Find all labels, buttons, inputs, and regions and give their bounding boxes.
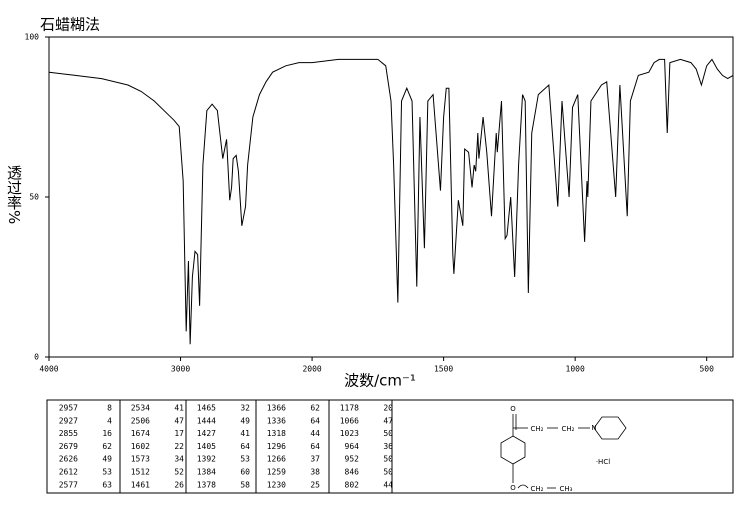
peak-wavenumber: 802 (345, 480, 360, 489)
peak-wavenumber: 1512 (131, 468, 150, 477)
peak-wavenumber: 2506 (131, 416, 150, 425)
peak-wavenumber: 1066 (340, 416, 359, 425)
peak-transmittance: 50 (383, 468, 393, 477)
peak-wavenumber: 952 (345, 455, 360, 464)
peak-transmittance: 53 (240, 455, 250, 464)
peak-transmittance: 20 (383, 404, 393, 413)
peak-transmittance: 44 (310, 429, 320, 438)
structure-label: O (510, 405, 516, 413)
table-frame (46, 399, 734, 494)
peak-transmittance: 50 (383, 455, 393, 464)
y-axis-label: 透过率% (5, 165, 23, 224)
x-tick-label: 2000 (302, 365, 321, 374)
peak-wavenumber: 1465 (197, 404, 216, 413)
peak-transmittance: 34 (174, 455, 184, 464)
y-tick-label: 100 (25, 33, 40, 42)
peak-wavenumber: 2534 (131, 404, 150, 413)
peak-transmittance: 62 (102, 442, 112, 451)
spectrum-line (48, 58, 734, 345)
x-tick-label: 1500 (434, 365, 453, 374)
peak-transmittance: 58 (240, 480, 250, 489)
peak-wavenumber: 964 (345, 442, 360, 451)
peak-transmittance: 64 (310, 416, 320, 425)
peak-transmittance: 62 (310, 404, 320, 413)
peak-transmittance: 41 (240, 429, 250, 438)
peak-transmittance: 47 (383, 416, 393, 425)
peak-wavenumber: 2577 (59, 480, 78, 489)
x-tick-label: 500 (699, 365, 714, 374)
structure-label: ·HCl (596, 458, 610, 466)
peak-transmittance: 49 (102, 455, 112, 464)
peak-wavenumber: 1259 (267, 468, 286, 477)
peak-transmittance: 25 (310, 480, 320, 489)
plot-frame (48, 36, 734, 358)
peak-transmittance: 32 (240, 404, 250, 413)
peak-transmittance: 53 (102, 468, 112, 477)
peak-transmittance: 41 (174, 404, 184, 413)
peak-wavenumber: 1336 (267, 416, 286, 425)
peak-transmittance: 22 (174, 442, 184, 451)
peak-wavenumber: 1602 (131, 442, 150, 451)
peak-transmittance: 64 (240, 442, 250, 451)
peak-wavenumber: 2957 (59, 404, 78, 413)
peak-transmittance: 16 (102, 429, 112, 438)
peak-transmittance: 49 (240, 416, 250, 425)
peak-transmittance: 26 (174, 480, 184, 489)
peak-transmittance: 17 (174, 429, 184, 438)
structure-label: CH₃ (560, 485, 573, 493)
peak-wavenumber: 1461 (131, 480, 150, 489)
peak-wavenumber: 1230 (267, 480, 286, 489)
peak-wavenumber: 1318 (267, 429, 286, 438)
peak-transmittance: 37 (310, 455, 320, 464)
peak-transmittance: 4 (107, 416, 112, 425)
peak-wavenumber: 1573 (131, 455, 150, 464)
y-tick-label: 50 (29, 193, 39, 202)
peak-wavenumber: 2626 (59, 455, 78, 464)
peak-wavenumber: 2679 (59, 442, 78, 451)
peak-wavenumber: 1444 (197, 416, 216, 425)
peak-transmittance: 36 (383, 442, 393, 451)
x-tick-label: 3000 (171, 365, 190, 374)
peak-wavenumber: 1296 (267, 442, 286, 451)
peak-transmittance: 8 (107, 404, 112, 413)
structure-label: CH₂ (531, 425, 544, 433)
peak-transmittance: 64 (310, 442, 320, 451)
peak-wavenumber: 2612 (59, 468, 78, 477)
chart-title: 石蜡糊法 (40, 16, 100, 34)
peak-wavenumber: 1023 (340, 429, 359, 438)
peak-transmittance: 47 (174, 416, 184, 425)
peak-wavenumber: 1378 (197, 480, 216, 489)
peak-transmittance: 60 (240, 468, 250, 477)
peak-transmittance: 50 (383, 429, 393, 438)
peak-transmittance: 63 (102, 480, 112, 489)
structure-label: CH₂ (531, 485, 544, 493)
peak-wavenumber: 2927 (59, 416, 78, 425)
peak-wavenumber: 1266 (267, 455, 286, 464)
structure-label: N (591, 424, 596, 432)
peak-wavenumber: 1674 (131, 429, 150, 438)
peak-transmittance: 52 (174, 468, 184, 477)
peak-wavenumber: 1392 (197, 455, 216, 464)
structure-bonds (500, 414, 627, 489)
peak-wavenumber: 1384 (197, 468, 216, 477)
peak-wavenumber: 2855 (59, 429, 78, 438)
structure-label: O (510, 484, 516, 492)
peak-wavenumber: 1405 (197, 442, 216, 451)
y-tick-label: 0 (34, 353, 39, 362)
peak-transmittance: 44 (383, 480, 393, 489)
x-tick-label: 4000 (39, 365, 58, 374)
x-tick-label: 1000 (566, 365, 585, 374)
x-axis-label: 波数/cm⁻¹ (344, 372, 416, 390)
peak-wavenumber: 1366 (267, 404, 286, 413)
structure-label: CH₂ (562, 425, 575, 433)
peak-wavenumber: 1178 (340, 404, 359, 413)
peak-transmittance: 38 (310, 468, 320, 477)
table-dividers (119, 400, 393, 493)
peak-wavenumber: 846 (345, 468, 360, 477)
peak-wavenumber: 1427 (197, 429, 216, 438)
